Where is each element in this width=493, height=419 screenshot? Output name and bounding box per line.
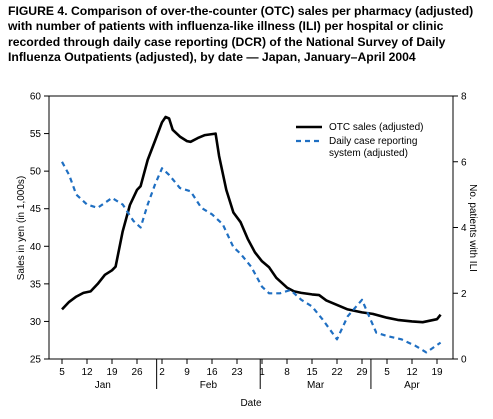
y-tick-label-left: 25 xyxy=(30,355,42,366)
legend-label-otc: OTC sales (adjusted) xyxy=(329,122,423,133)
x-tick-label: 19 xyxy=(106,367,118,378)
y-axis-label-right: No. patients with ILI xyxy=(467,184,478,272)
x-tick-label: 9 xyxy=(184,367,190,378)
y-tick-label-left: 60 xyxy=(30,92,42,103)
y-tick-label-left: 30 xyxy=(30,317,42,328)
y-tick-label-right: 4 xyxy=(461,223,467,234)
y-tick-label-left: 55 xyxy=(30,129,42,140)
x-tick-label: 2 xyxy=(159,367,165,378)
y-tick-label-right: 0 xyxy=(461,355,467,366)
x-tick-label: 16 xyxy=(206,367,218,378)
x-tick-label: 29 xyxy=(356,367,368,378)
month-label: Jan xyxy=(95,380,111,391)
month-label: Feb xyxy=(200,380,218,391)
y-tick-label-right: 8 xyxy=(461,92,467,103)
y-tick-label-right: 6 xyxy=(461,157,467,168)
x-tick-label: 1 xyxy=(259,367,265,378)
month-label: Mar xyxy=(307,380,325,391)
series-line-otc xyxy=(61,115,442,324)
legend: OTC sales (adjusted) Daily case reporting… xyxy=(296,122,423,159)
legend-label-dcr: Daily case reporting system (adjusted) xyxy=(329,136,417,159)
x-tick-label: 5 xyxy=(384,367,390,378)
x-tick-label: 8 xyxy=(284,367,290,378)
left-axis: 25 30 35 40 45 50 55 60 xyxy=(30,92,49,366)
x-tick-label: 26 xyxy=(131,367,143,378)
chart-title: FIGURE 4. Comparison of over-the-counter… xyxy=(8,4,474,65)
y-axis-label-left: Sales in yen (in 1,000s) xyxy=(16,176,27,281)
x-tick-label: 15 xyxy=(306,367,318,378)
x-tick-label: 5 xyxy=(59,367,65,378)
month-label: Apr xyxy=(404,380,420,391)
x-tick-label: 22 xyxy=(331,367,343,378)
y-tick-label-left: 40 xyxy=(30,242,42,253)
y-tick-label-right: 2 xyxy=(461,289,467,300)
x-tick-label: 12 xyxy=(406,367,418,378)
series-layer xyxy=(61,115,442,354)
y-tick-label-left: 50 xyxy=(30,167,42,178)
x-tick-label: 12 xyxy=(81,367,93,378)
y-tick-label-left: 45 xyxy=(30,204,42,215)
x-tick-label: 23 xyxy=(231,367,243,378)
right-axis: 0 2 4 6 8 xyxy=(453,92,467,366)
series-line-dcr xyxy=(61,161,442,354)
x-axis-label: Date xyxy=(240,398,262,409)
x-tick-label: 19 xyxy=(431,367,443,378)
y-tick-label-left: 35 xyxy=(30,279,42,290)
